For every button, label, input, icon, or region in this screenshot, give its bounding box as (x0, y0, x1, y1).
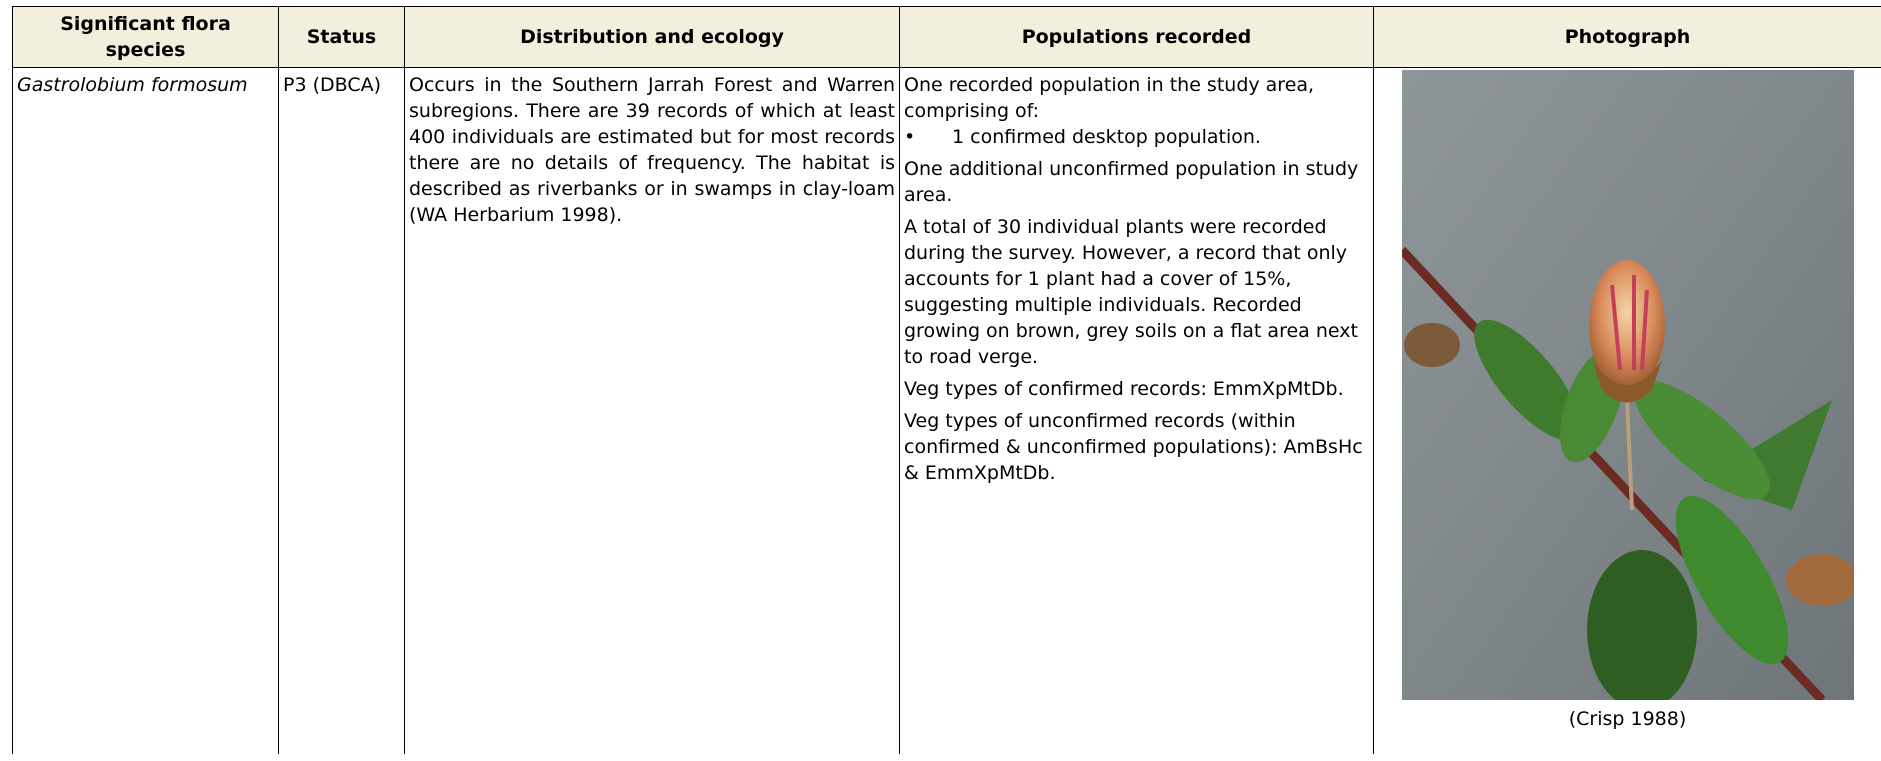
paragraph: Veg types of confirmed records: EmmXpMtD… (904, 378, 1344, 400)
header-row: Significant flora species Status Distrib… (12, 6, 1881, 68)
header-cell: Distribution and ecology (404, 6, 900, 68)
status-cell: P3 (DBCA) (278, 67, 405, 754)
header-cell: Status (278, 6, 405, 68)
paragraph: One recorded population in the study are… (904, 74, 1315, 122)
bullet-text: 1 confirmed desktop population. (952, 126, 1261, 148)
populations-cell: One recorded population in the study are… (899, 67, 1374, 754)
header-cell: Photograph (1373, 6, 1881, 68)
paragraph: One additional unconfirmed population in… (904, 158, 1359, 206)
data-row: Gastrolobium formosum P3 (DBCA) Occurs i… (12, 67, 1881, 754)
flora-table: Significant flora species Status Distrib… (12, 6, 1881, 754)
paragraph: A total of 30 individual plants were rec… (904, 216, 1358, 368)
photo-caption: (Crisp 1988) (1568, 708, 1687, 730)
header-cell: Significant flora species (12, 6, 279, 68)
bullet-item: • 1 confirmed desktop population. (904, 124, 1369, 150)
photo-cell: (Crisp 1988) (1373, 67, 1881, 754)
species: Gastrolobium formosum (17, 74, 248, 96)
photo (1401, 70, 1854, 700)
species-cell: Gastrolobium formosum (12, 67, 279, 754)
header-cell: Populations recorded (899, 6, 1374, 68)
bullet: • (904, 126, 916, 148)
distribution-cell: Occurs in the Southern Jarrah Forest and… (404, 67, 900, 754)
paragraph: Veg types of unconfirmed records (within… (904, 410, 1363, 484)
